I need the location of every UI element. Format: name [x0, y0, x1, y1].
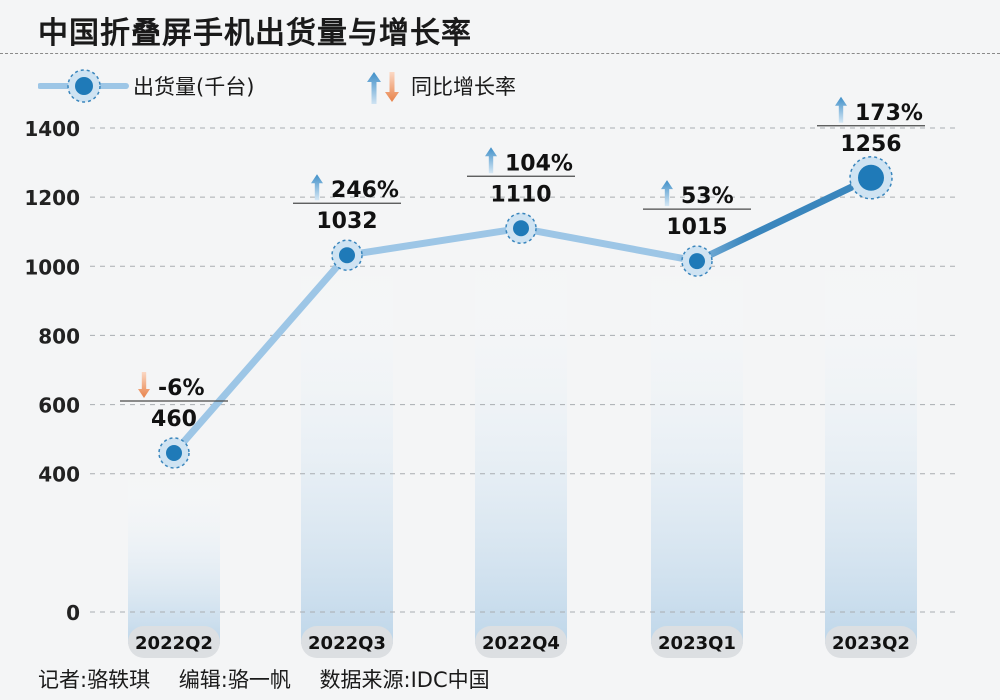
x-category-label: 2023Q1: [658, 633, 736, 654]
credit-reporter: 记者:骆轶琪: [38, 668, 151, 692]
legend-series-label: 出货量(千台): [133, 75, 255, 99]
value-label: 1110: [490, 182, 551, 207]
arrow-up-icon: [485, 147, 497, 174]
growth-label: -6%: [158, 376, 204, 401]
growth-label: 104%: [505, 151, 573, 176]
category-pill: [128, 626, 220, 658]
growth-label: 53%: [681, 184, 734, 209]
title-divider: [0, 53, 1000, 54]
y-tick-label: 800: [38, 324, 80, 348]
category-band: [301, 255, 393, 644]
category-band: [825, 250, 917, 644]
data-point: [858, 164, 884, 191]
category-pill: [651, 626, 743, 658]
up-down-arrows-icon: [367, 72, 399, 104]
data-point: [689, 253, 705, 270]
growth-label: 246%: [331, 178, 399, 203]
page-title: 中国折叠屏手机出货量与增长率: [38, 16, 472, 51]
y-tick-label: 1400: [24, 117, 80, 141]
category-pill: [825, 626, 917, 658]
category-pill: [475, 626, 567, 658]
y-tick-label: 1000: [24, 255, 80, 279]
x-category-label: 2022Q3: [308, 633, 386, 654]
category-band: [128, 470, 220, 644]
data-point: [339, 247, 355, 264]
arrow-up-icon: [835, 96, 847, 123]
growth-label: 173%: [855, 101, 923, 126]
value-label: 1256: [840, 132, 901, 157]
credits: 记者:骆轶琪 编辑:骆一帆 数据来源:IDC中国: [38, 664, 512, 694]
y-tick-label: 0: [66, 601, 80, 625]
x-category-label: 2022Q2: [135, 633, 213, 654]
category-band: [651, 255, 743, 644]
y-tick-label: 400: [38, 463, 80, 487]
legend-line-dot-icon: [38, 69, 129, 103]
y-tick-label: 600: [38, 394, 80, 418]
legend-growth-label: 同比增长率: [411, 75, 516, 99]
x-category-label: 2023Q2: [832, 633, 910, 654]
category-band: [475, 250, 567, 644]
arrow-down-icon: [138, 371, 150, 398]
arrow-up-icon: [661, 180, 673, 207]
legend: 出货量(千台) 同比增长率: [38, 66, 638, 106]
value-label: 460: [151, 407, 197, 432]
y-tick-label: 1200: [24, 186, 80, 210]
credit-source: 数据来源:IDC中国: [319, 668, 490, 692]
x-category-label: 2022Q4: [482, 633, 560, 654]
legend-series-shipments: 出货量(千台): [38, 66, 298, 106]
value-label: 1015: [666, 215, 727, 240]
legend-growth-rate: 同比增长率: [363, 66, 623, 106]
credit-editor: 编辑:骆一帆: [178, 668, 291, 692]
arrow-up-icon: [311, 174, 323, 201]
value-label: 1032: [316, 209, 377, 234]
data-point: [166, 444, 182, 461]
category-pill: [301, 626, 393, 658]
data-point: [513, 220, 529, 237]
